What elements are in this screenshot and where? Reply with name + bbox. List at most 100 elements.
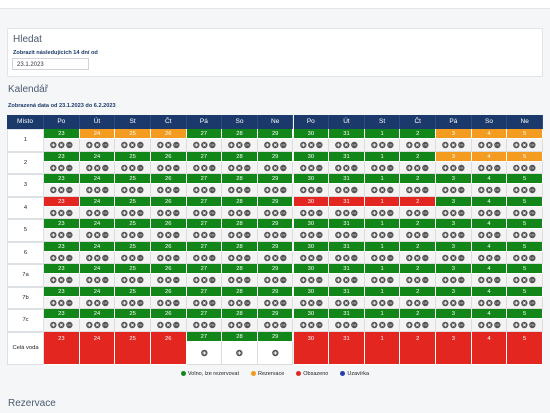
icon-more[interactable] — [208, 322, 216, 329]
icon-dot[interactable] — [459, 189, 461, 191]
icon-more[interactable] — [386, 209, 394, 216]
day-cell[interactable]: 28 — [222, 196, 258, 207]
icon-dot[interactable] — [141, 302, 143, 304]
icon-glyph[interactable] — [166, 256, 170, 260]
icon-glyph[interactable] — [166, 211, 170, 215]
icon-glyph[interactable] — [514, 233, 519, 238]
icon-dot[interactable] — [530, 279, 532, 281]
icon-remove[interactable] — [450, 299, 457, 306]
icon-dot[interactable] — [460, 189, 462, 191]
day-cell[interactable]: 5 — [507, 264, 543, 274]
icon-dot[interactable] — [316, 189, 318, 191]
icon-glyph[interactable] — [194, 233, 198, 238]
icon-add[interactable] — [370, 277, 378, 284]
icon-remove[interactable] — [165, 277, 172, 284]
icon-remove[interactable] — [200, 142, 208, 149]
icon-more[interactable] — [279, 254, 287, 261]
icon-remove[interactable] — [165, 209, 172, 216]
icon-glyph[interactable] — [416, 211, 420, 215]
icon-add[interactable] — [406, 164, 413, 171]
icon-dot[interactable] — [389, 189, 391, 191]
icon-more[interactable] — [529, 142, 536, 149]
icon-dot[interactable] — [105, 189, 107, 191]
icon-dot[interactable] — [212, 257, 214, 259]
icon-glyph[interactable] — [59, 166, 63, 170]
icon-glyph[interactable] — [229, 255, 234, 260]
day-cell[interactable]: 1 — [364, 264, 401, 274]
icon-dot[interactable] — [353, 167, 355, 169]
icon-glyph[interactable] — [416, 278, 420, 282]
day-cell[interactable]: 2 — [400, 196, 437, 207]
icon-dot[interactable] — [174, 279, 176, 281]
icon-add[interactable] — [335, 299, 342, 306]
day-cell[interactable]: 28 — [222, 241, 258, 252]
icon-dot[interactable] — [284, 212, 286, 214]
icon-glyph[interactable] — [443, 300, 448, 305]
icon-more[interactable] — [386, 142, 394, 149]
icon-dot[interactable] — [140, 167, 142, 169]
icon-dot[interactable] — [352, 189, 354, 191]
icon-glyph[interactable] — [87, 233, 91, 238]
icon-glyph[interactable] — [87, 165, 91, 170]
icon-dot[interactable] — [281, 302, 283, 304]
icon-dot[interactable] — [247, 189, 249, 191]
icon-more[interactable] — [315, 232, 323, 239]
icon-more[interactable] — [66, 254, 73, 261]
icon-dot[interactable] — [248, 167, 250, 169]
icon-dot[interactable] — [389, 279, 391, 281]
icon-dot[interactable] — [245, 144, 247, 146]
icon-glyph[interactable] — [237, 233, 242, 237]
icon-dot[interactable] — [426, 189, 428, 191]
icon-dot[interactable] — [281, 279, 283, 281]
icon-more[interactable] — [66, 164, 73, 171]
day-cell[interactable]: 31 — [329, 196, 365, 207]
icon-dot[interactable] — [426, 234, 428, 236]
icon-dot[interactable] — [141, 167, 143, 169]
icon-add[interactable] — [50, 322, 57, 329]
icon-dot[interactable] — [426, 257, 428, 259]
icon-dot[interactable] — [496, 189, 498, 191]
icon-glyph[interactable] — [273, 233, 277, 237]
day-cell[interactable]: 27 — [186, 174, 223, 184]
icon-dot[interactable] — [245, 279, 247, 281]
icon-dot[interactable] — [355, 302, 357, 304]
icon-glyph[interactable] — [344, 323, 349, 327]
icon-dot[interactable] — [426, 212, 428, 214]
icon-dot[interactable] — [68, 234, 70, 236]
icon-dot[interactable] — [140, 279, 142, 281]
icon-glyph[interactable] — [416, 323, 420, 327]
icon-dot[interactable] — [391, 189, 393, 191]
icon-glyph[interactable] — [194, 323, 198, 328]
icon-dot[interactable] — [138, 189, 140, 191]
icon-glyph[interactable] — [273, 351, 277, 355]
icon-dot[interactable] — [67, 279, 69, 281]
day-cell[interactable]: 31 — [329, 129, 365, 139]
icon-add[interactable] — [85, 322, 93, 329]
icon-glyph[interactable] — [479, 188, 483, 193]
icon-dot[interactable] — [389, 257, 391, 259]
icon-glyph[interactable] — [443, 165, 448, 170]
icon-dot[interactable] — [70, 144, 72, 146]
icon-dot[interactable] — [104, 279, 106, 281]
icon-glyph[interactable] — [122, 300, 127, 305]
icon-more[interactable] — [529, 187, 536, 194]
icon-dot[interactable] — [209, 257, 211, 259]
icon-remove[interactable] — [271, 277, 279, 284]
icon-dot[interactable] — [318, 257, 320, 259]
icon-remove[interactable] — [58, 232, 65, 239]
icon-more[interactable] — [493, 187, 501, 194]
icon-glyph[interactable] — [122, 233, 127, 238]
icon-dot[interactable] — [352, 302, 354, 304]
icon-more[interactable] — [493, 164, 501, 171]
icon-dot[interactable] — [353, 302, 355, 304]
icon-glyph[interactable] — [166, 323, 170, 327]
icon-dot[interactable] — [426, 167, 428, 169]
icon-remove[interactable] — [236, 322, 243, 329]
icon-glyph[interactable] — [336, 323, 341, 328]
icon-more[interactable] — [458, 322, 465, 329]
icon-remove[interactable] — [307, 322, 315, 329]
icon-more[interactable] — [244, 209, 251, 216]
icon-add[interactable] — [50, 209, 57, 216]
icon-add[interactable] — [228, 254, 235, 261]
icon-dot[interactable] — [104, 144, 106, 146]
